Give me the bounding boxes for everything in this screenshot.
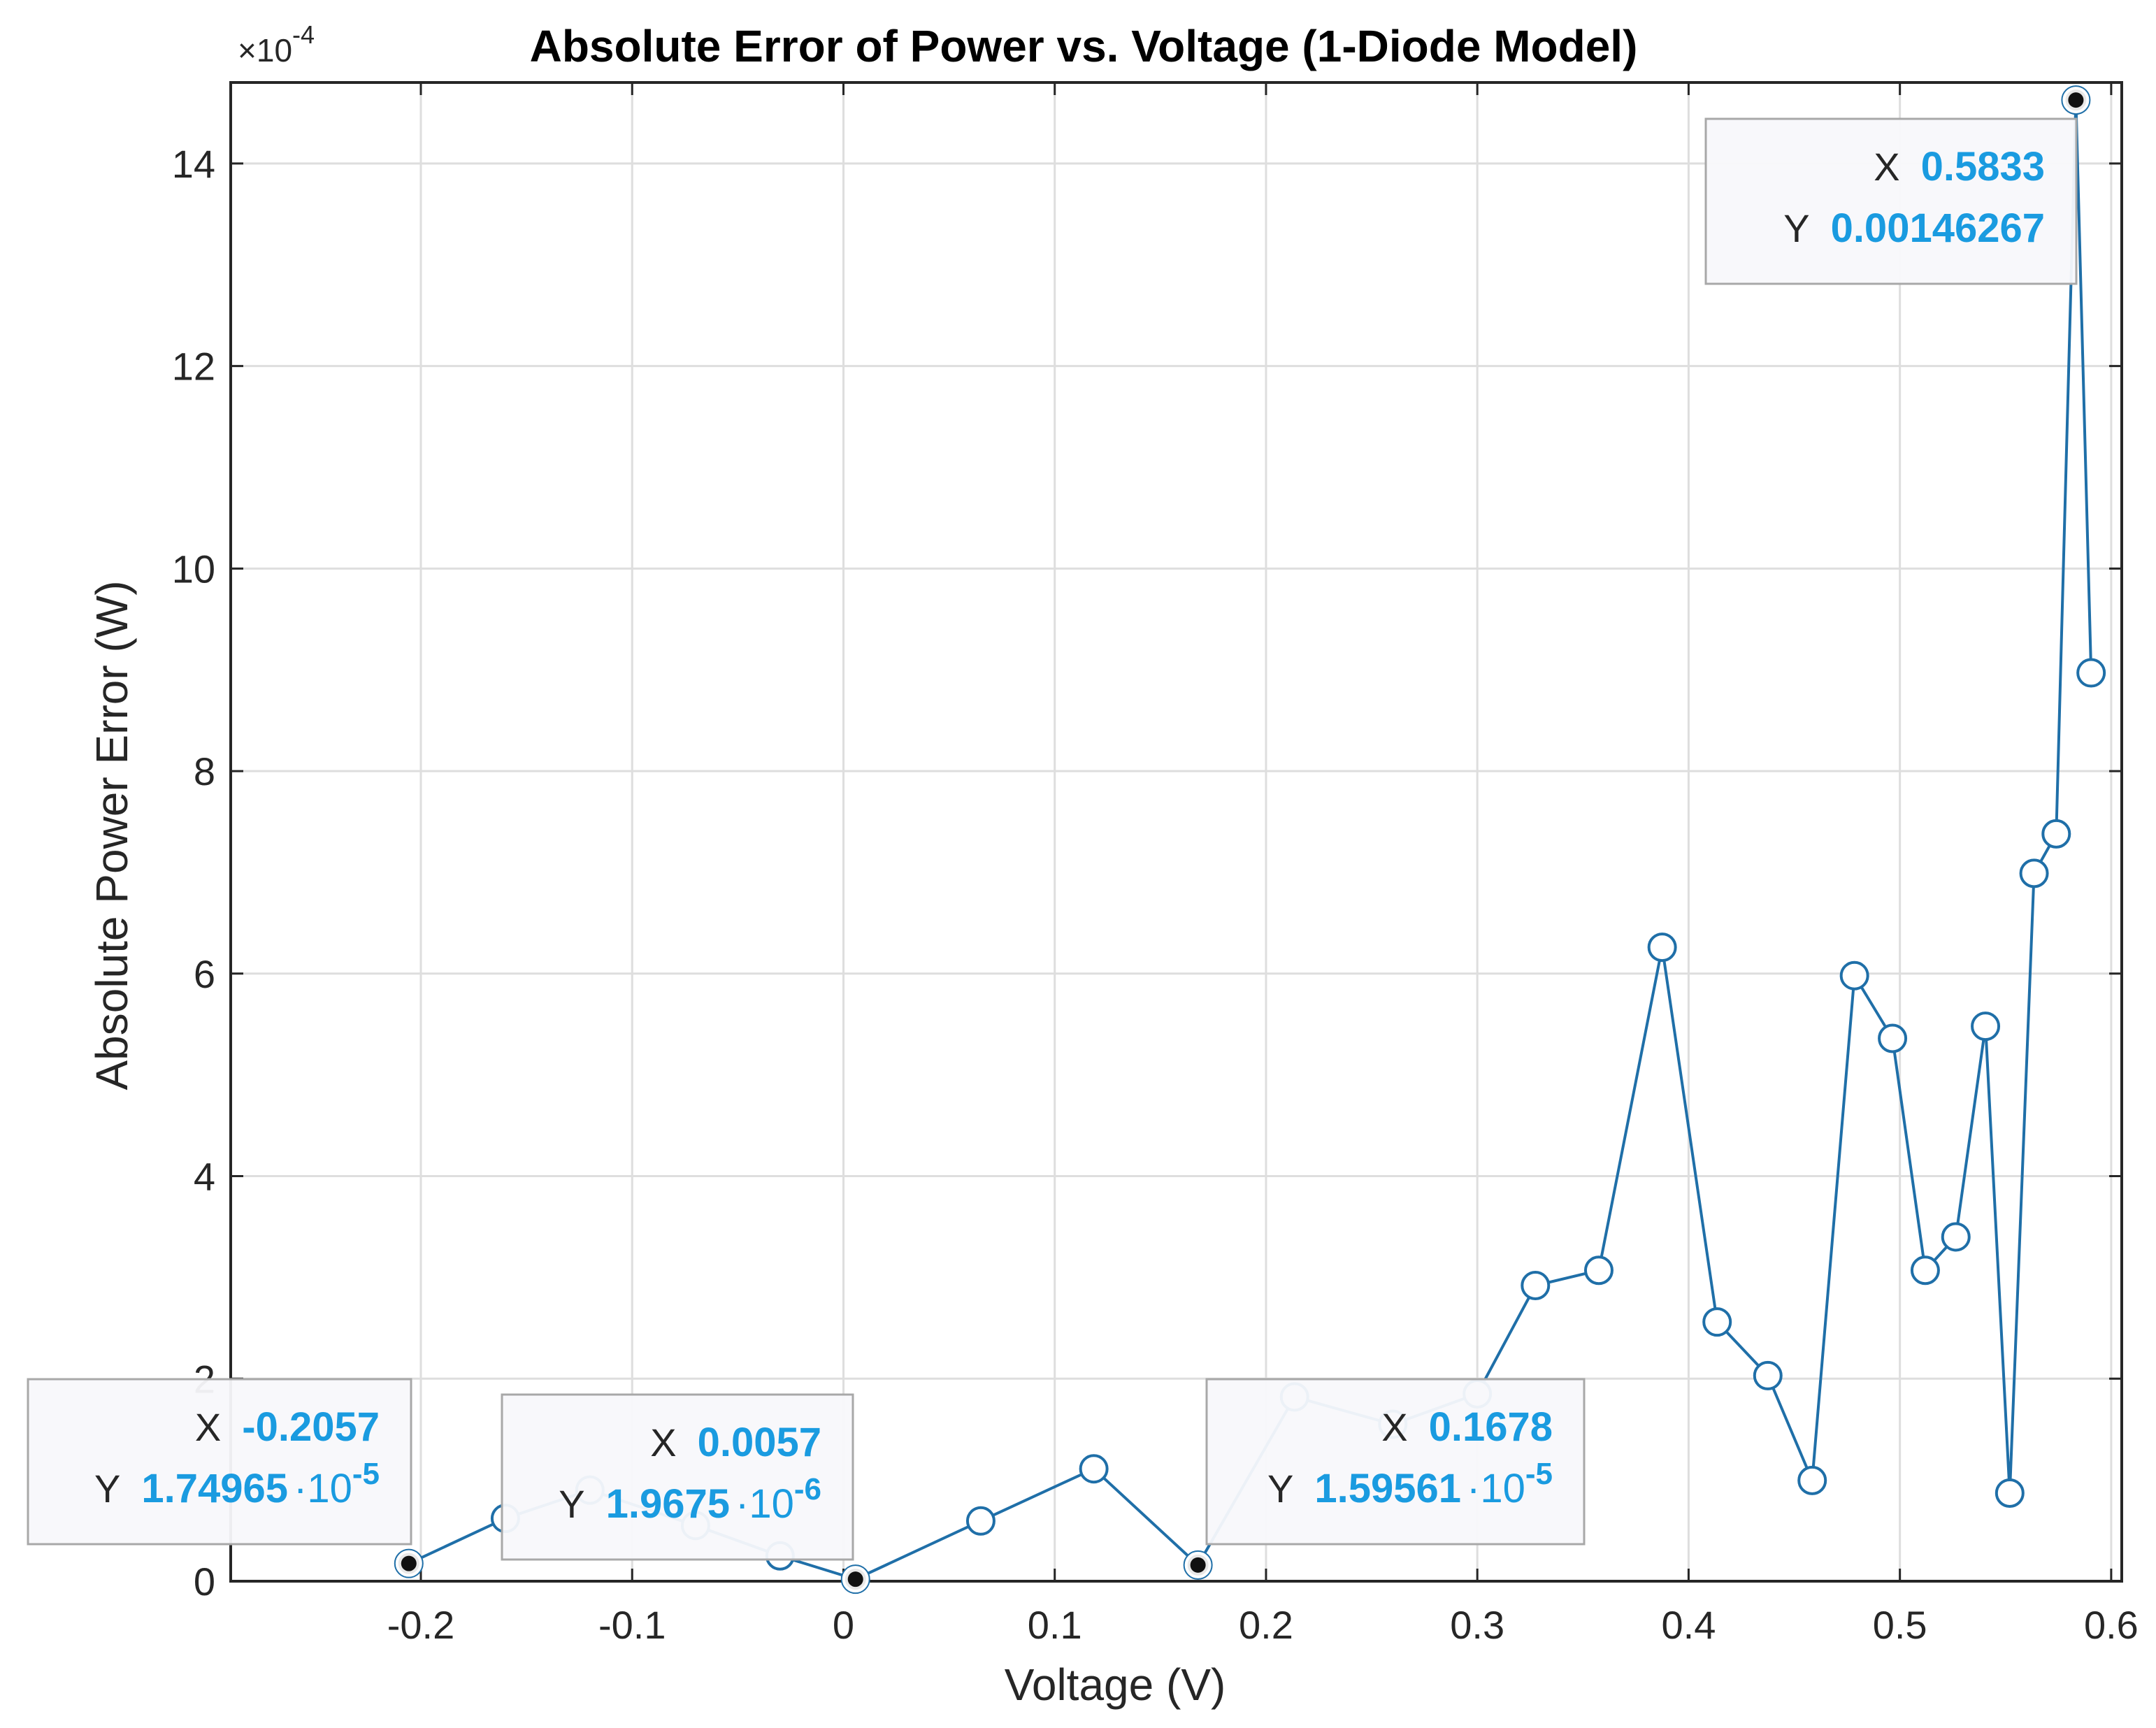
y-tick-label: 14 [172,142,215,186]
x-tick-label: 0.3 [1450,1603,1504,1647]
datatip-y-exponent: -5 [352,1457,380,1491]
datatip-y-label: Y [1267,1467,1293,1511]
datatip-y-value: 1.59561·10-5 [1314,1457,1553,1511]
data-point-marker [1702,1307,1732,1337]
datatip-marker [2068,92,2084,108]
datatip-y-label: Y [94,1467,120,1511]
datatip-box [1205,1378,1586,1546]
datatip-x-value: -0.2057 [242,1404,380,1450]
y-tick-label: 4 [194,1155,215,1199]
data-point-marker [2019,858,2049,888]
datatip: X -0.2057 Y 1.74965·10-5 [27,1378,422,1577]
datatip-marker [401,1555,417,1571]
datatip-y-value: 1.9675·10-6 [606,1472,821,1527]
datatip-y-value: 0.00146267 [1831,206,2045,251]
x-tick-label: 0.4 [1661,1603,1716,1647]
data-point-marker [1941,1222,1971,1252]
y-tick-label: 0 [194,1560,215,1604]
x-tick-label: 0.1 [1028,1603,1082,1647]
y-axis-label: Absolute Power Error (W) [87,580,137,1090]
data-point-marker [1878,1023,1908,1053]
datatip-x-label: X [1874,145,1899,189]
y-axis-exponent-power: -4 [292,20,315,49]
chart-title: Absolute Error of Power vs. Voltage (1-D… [530,21,1638,71]
data-point-marker [2076,658,2106,688]
data-point-marker [1839,960,1869,991]
datatip-box [1704,117,2078,285]
data-point-marker [1995,1478,2025,1508]
datatip: X 0.0057 Y 1.9675·10-6 [501,1393,869,1593]
datatip-marker [1190,1557,1206,1573]
data-point-marker [1910,1255,1940,1286]
x-tick-label: -0.1 [598,1603,666,1647]
datatip-box [501,1393,854,1561]
y-tick-label: 10 [172,547,215,591]
x-tick-label: 0.5 [1873,1603,1927,1647]
datatip-x-value: 0.1678 [1429,1404,1553,1450]
datatip-y-base: ·10 [294,1466,352,1511]
y-tick-label: 8 [194,749,215,793]
y-axis-exponent: ×10-4 [238,20,315,69]
datatip: X 0.5833 Y 0.00146267 [1704,87,2090,285]
x-tick-label: 0 [833,1603,854,1647]
data-point-marker [1583,1255,1614,1286]
datatip-x-label: X [1381,1405,1407,1449]
datatip-x-label: X [650,1420,676,1464]
datatip-y-mantissa: 1.74965 [141,1466,288,1511]
y-tick-label: 6 [194,952,215,996]
datatip-y-mantissa: 1.9675 [606,1481,730,1527]
datatip-y-exponent: -5 [1525,1457,1553,1491]
x-tick-label: 0.6 [2084,1603,2139,1647]
datatip-x-value: 0.0057 [698,1420,821,1465]
data-point-marker [965,1506,996,1536]
datatip-y-mantissa: 1.59561 [1314,1466,1461,1511]
datatip-y-label: Y [1783,206,1809,250]
axes-frame [229,81,2123,1583]
datatip: X 0.1678 Y 1.59561·10-5 [1184,1378,1586,1578]
datatip-y-exponent: -6 [794,1472,821,1506]
datatip-box [27,1378,412,1546]
y-axis-exponent-base: ×10 [238,32,292,69]
data-point-marker [1521,1270,1551,1300]
data-point-marker [1971,1011,2001,1042]
datatip-y-value: 1.74965·10-5 [141,1457,380,1511]
data-point-marker [1797,1465,1827,1495]
datatip-marker [847,1571,863,1587]
y-tick-label: 12 [172,345,215,389]
datatip-y-label: Y [559,1482,584,1526]
ticks: -0.2-0.100.10.20.30.40.50.602468101214 [172,82,2139,1647]
datatip-y-base: ·10 [1467,1466,1525,1511]
data-point-marker [1079,1454,1109,1484]
x-axis-label: Voltage (V) [1005,1659,1226,1710]
data-point-marker [1647,933,1677,963]
data-point-marker [1753,1360,1783,1390]
data-point-marker [2041,819,2071,849]
series-line-path [408,100,2093,1581]
datatip-y-base: ·10 [735,1481,794,1527]
datatip-x-value: 0.5833 [1921,144,2045,189]
datatip-x-label: X [195,1405,221,1449]
x-tick-label: -0.2 [387,1603,455,1647]
x-tick-label: 0.2 [1239,1603,1293,1647]
